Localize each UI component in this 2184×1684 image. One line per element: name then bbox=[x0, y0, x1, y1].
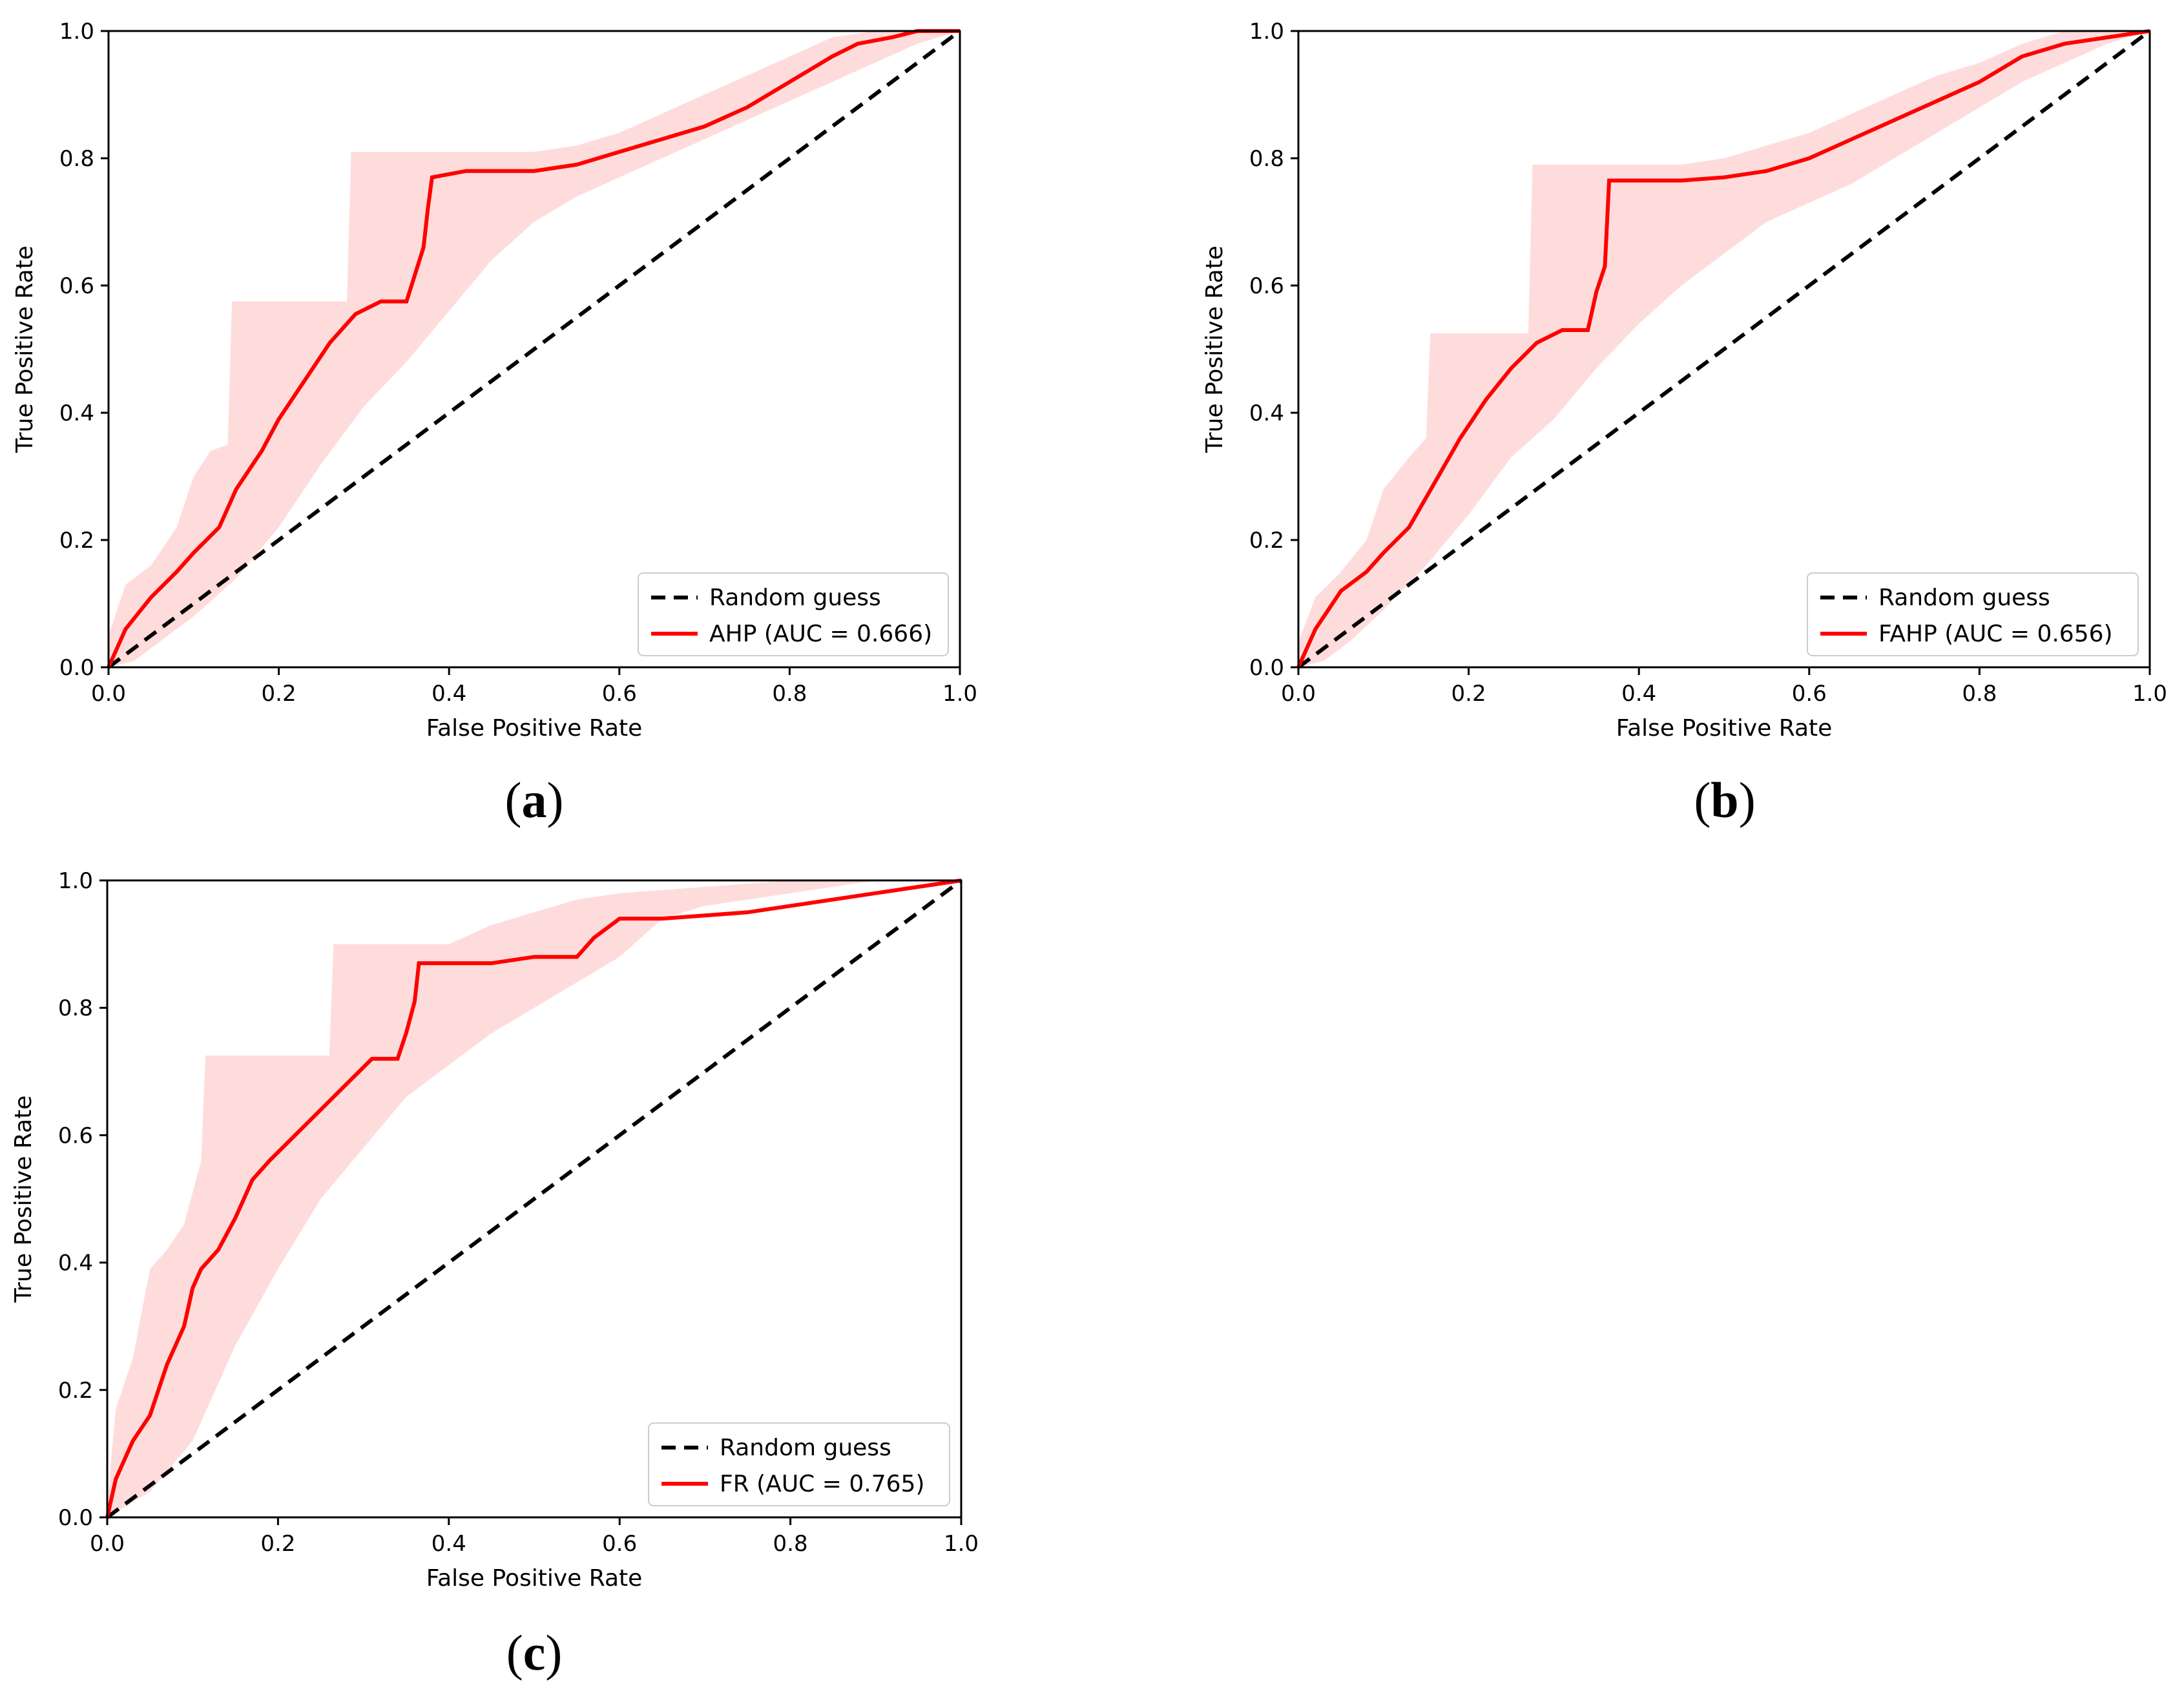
x-tick-label: 1.0 bbox=[942, 681, 977, 707]
y-tick-label: 0.4 bbox=[58, 1251, 93, 1276]
x-tick-label: 0.6 bbox=[602, 1531, 637, 1557]
x-axis-title: False Positive Rate bbox=[426, 715, 643, 742]
y-tick-label: 1.0 bbox=[1249, 19, 1284, 45]
y-tick-label: 0.2 bbox=[58, 1378, 93, 1404]
legend: Random guess FAHP (AUC = 0.656) bbox=[1807, 572, 2139, 656]
x-tick-label: 1.0 bbox=[944, 1531, 979, 1557]
panel-caption-letter: a bbox=[522, 772, 547, 828]
y-tick-label: 0.4 bbox=[59, 400, 94, 426]
y-tick-label: 0.6 bbox=[59, 273, 94, 299]
x-tick-label: 0.8 bbox=[772, 681, 807, 707]
axes-frame bbox=[107, 30, 961, 669]
legend: Random guess FR (AUC = 0.765) bbox=[648, 1422, 950, 1506]
random-guess-line bbox=[1297, 29, 2151, 669]
legend: Random guess AHP (AUC = 0.666) bbox=[638, 572, 949, 656]
panel-caption-letter: b bbox=[1711, 772, 1738, 828]
axes-frame bbox=[1297, 30, 2151, 669]
chart-panel-a: 0.0 0.2 0.4 0.6 0.8 1.0 0.0 0.2 0.4 0.6 0.8 1.0 Fals… bbox=[12, 19, 977, 828]
y-tick-label: 0.0 bbox=[58, 1505, 93, 1531]
x-tick-label: 0.0 bbox=[1281, 681, 1316, 707]
x-tick-label: 1.0 bbox=[2132, 681, 2167, 707]
y-tick-label: 0.0 bbox=[1249, 655, 1284, 681]
legend-label-random: Random guess bbox=[720, 1435, 891, 1461]
x-tick-label: 0.4 bbox=[432, 1531, 466, 1557]
confidence-band bbox=[109, 31, 960, 667]
y-tick-label: 0.0 bbox=[59, 655, 94, 681]
legend-label-roc: FAHP (AUC = 0.656) bbox=[1878, 621, 2113, 647]
x-tick-label: 0.2 bbox=[262, 681, 296, 707]
legend-box bbox=[638, 572, 949, 656]
x-tick-label: 0.4 bbox=[1621, 681, 1656, 707]
legend-label-random: Random guess bbox=[1878, 585, 2050, 611]
y-tick-label: 0.8 bbox=[1249, 146, 1284, 172]
panel-caption-letter: c bbox=[523, 1625, 546, 1681]
y-axis-title: True Positive Rate bbox=[1201, 245, 1228, 453]
x-tick-label: 0.0 bbox=[91, 681, 126, 707]
x-axis-title: False Positive Rate bbox=[1616, 715, 1833, 742]
panel-caption: (a) bbox=[505, 772, 564, 828]
x-tick-label: 0.2 bbox=[1451, 681, 1486, 707]
legend-label-random: Random guess bbox=[709, 585, 881, 611]
y-tick-label: 1.0 bbox=[58, 868, 93, 894]
legend-box bbox=[648, 1422, 950, 1506]
y-tick-label: 0.8 bbox=[58, 995, 93, 1021]
x-tick-label: 0.8 bbox=[1962, 681, 1997, 707]
confidence-band bbox=[107, 880, 961, 1517]
chart-panel-b: 0.0 0.2 0.4 0.6 0.8 1.0 0.0 0.2 0.4 0.6 0.8 1.0 Fals… bbox=[1201, 19, 2167, 828]
random-guess-line bbox=[107, 29, 961, 669]
legend-label-roc: AHP (AUC = 0.666) bbox=[709, 621, 932, 647]
axes-frame bbox=[106, 879, 962, 1519]
x-tick-label: 0.6 bbox=[1792, 681, 1827, 707]
roc-curve-line bbox=[1296, 29, 2150, 669]
y-tick-label: 0.8 bbox=[59, 146, 94, 172]
y-tick-label: 0.6 bbox=[58, 1123, 93, 1149]
x-tick-label: 0.6 bbox=[602, 681, 637, 707]
y-tick-label: 0.6 bbox=[1249, 273, 1284, 299]
confidence-band bbox=[1298, 31, 2150, 667]
roc-curve-line bbox=[107, 29, 960, 669]
legend-label-roc: FR (AUC = 0.765) bbox=[720, 1471, 924, 1497]
random-guess-line bbox=[106, 878, 962, 1519]
legend-box bbox=[1807, 572, 2139, 656]
x-tick-label: 0.4 bbox=[432, 681, 466, 707]
x-tick-label: 0.2 bbox=[260, 1531, 295, 1557]
panel-caption: (b) bbox=[1694, 772, 1755, 828]
y-tick-label: 0.2 bbox=[1249, 528, 1284, 554]
y-tick-label: 1.0 bbox=[59, 19, 94, 45]
x-tick-label: 0.8 bbox=[773, 1531, 808, 1557]
chart-panel-c: 0.0 0.2 0.4 0.6 0.8 1.0 0.0 0.2 0.4 0.6 0.8 1.0 Fals… bbox=[10, 868, 979, 1681]
x-tick-label: 0.0 bbox=[90, 1531, 125, 1557]
y-axis-title: True Positive Rate bbox=[10, 1096, 37, 1304]
y-axis-title: True Positive Rate bbox=[12, 245, 38, 453]
panel-caption: (c) bbox=[506, 1625, 563, 1681]
x-axis-title: False Positive Rate bbox=[426, 1565, 643, 1592]
roc-curve-line bbox=[105, 878, 962, 1518]
y-tick-label: 0.4 bbox=[1249, 400, 1284, 426]
y-tick-label: 0.2 bbox=[59, 528, 94, 554]
